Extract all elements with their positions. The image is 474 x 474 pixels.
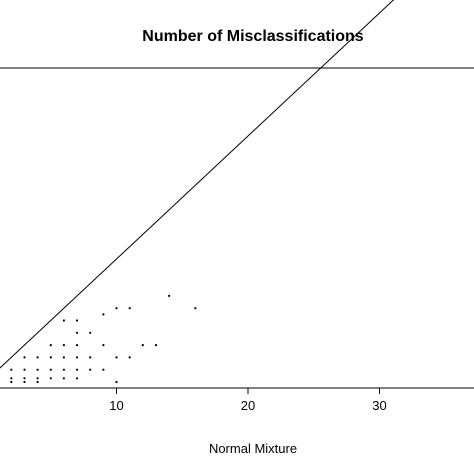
data-point [36,377,39,380]
data-point [23,380,26,384]
data-point [102,368,105,371]
data-point [115,307,118,310]
data-point [75,344,79,347]
plot-frame [0,67,474,389]
data-point [49,368,52,371]
x-tick-label: 30 [372,398,386,413]
reference-line-y-equals-x [0,0,395,369]
data-point [10,377,13,380]
x-axis-ticks: 10 20 30 [109,388,387,413]
data-point [36,380,39,384]
data-point [128,307,131,310]
data-point [141,344,144,347]
x-tick-label: 10 [109,398,123,413]
data-point [115,356,118,359]
x-axis-label: Normal Mixture [209,441,297,456]
chart-title: Number of Misclassifications [142,28,363,45]
data-point [10,368,13,371]
data-points [10,294,197,384]
data-point [62,344,65,347]
data-point [102,313,105,316]
data-point [75,368,79,371]
data-point [89,356,92,359]
data-point [102,344,105,347]
data-point [62,368,65,371]
data-point [154,344,158,347]
data-point [115,380,118,384]
data-point [168,294,171,297]
data-point [62,356,65,359]
x-tick-label: 20 [241,398,255,413]
data-point [49,344,52,347]
data-point [75,331,79,334]
data-point [36,368,39,371]
data-point [23,356,26,359]
data-point [75,356,79,359]
data-point [62,319,65,322]
data-point [49,356,52,359]
data-point [194,307,197,310]
data-point [62,377,65,380]
data-point [89,368,92,371]
data-point [23,377,26,380]
data-point [128,356,131,359]
data-point [23,368,26,371]
data-point [75,377,79,380]
data-point [89,331,92,334]
data-point [75,319,79,322]
data-point [10,380,13,384]
data-point [36,356,39,359]
data-point [49,377,52,380]
